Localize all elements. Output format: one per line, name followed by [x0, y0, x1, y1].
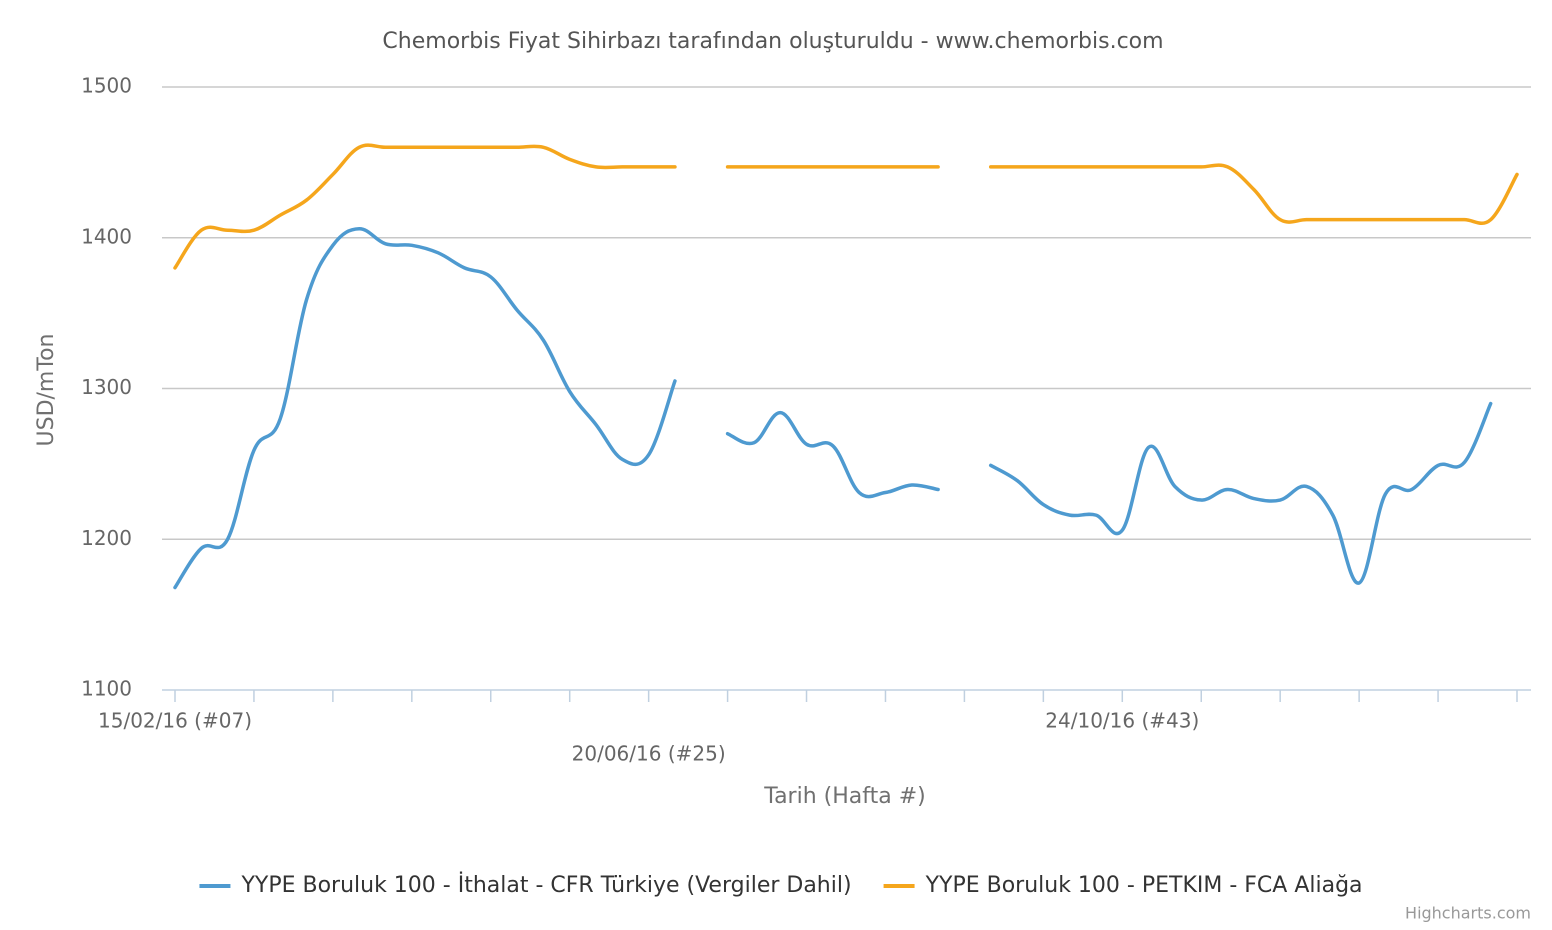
x-tick-label: 24/10/16 (#43) [1045, 709, 1199, 733]
x-axis-title: Tarih (Hafta #) [763, 784, 925, 809]
y-tick-label: 1200 [81, 526, 132, 550]
credits: Highcharts.com [1405, 904, 1531, 923]
y-tick-label: 1300 [81, 375, 132, 399]
series-line [173, 226, 1493, 590]
y-tick-label: 1400 [81, 224, 132, 248]
y-axis-title: USD/mTon [34, 334, 59, 447]
y-tick-label: 1100 [81, 677, 132, 701]
series-line [173, 143, 1519, 270]
legend-label: YYPE Boruluk 100 - İthalat - CFR Türkiye… [240, 872, 851, 898]
x-tick-label: 15/02/16 (#07) [98, 709, 252, 733]
y-tick-label: 1500 [81, 74, 132, 98]
chart-title: Chemorbis Fiyat Sihirbazı tarafından olu… [382, 29, 1163, 54]
legend-label: YYPE Boruluk 100 - PETKIM - FCA Aliağa [925, 873, 1363, 898]
x-tick-label: 20/06/16 (#25) [572, 742, 726, 766]
